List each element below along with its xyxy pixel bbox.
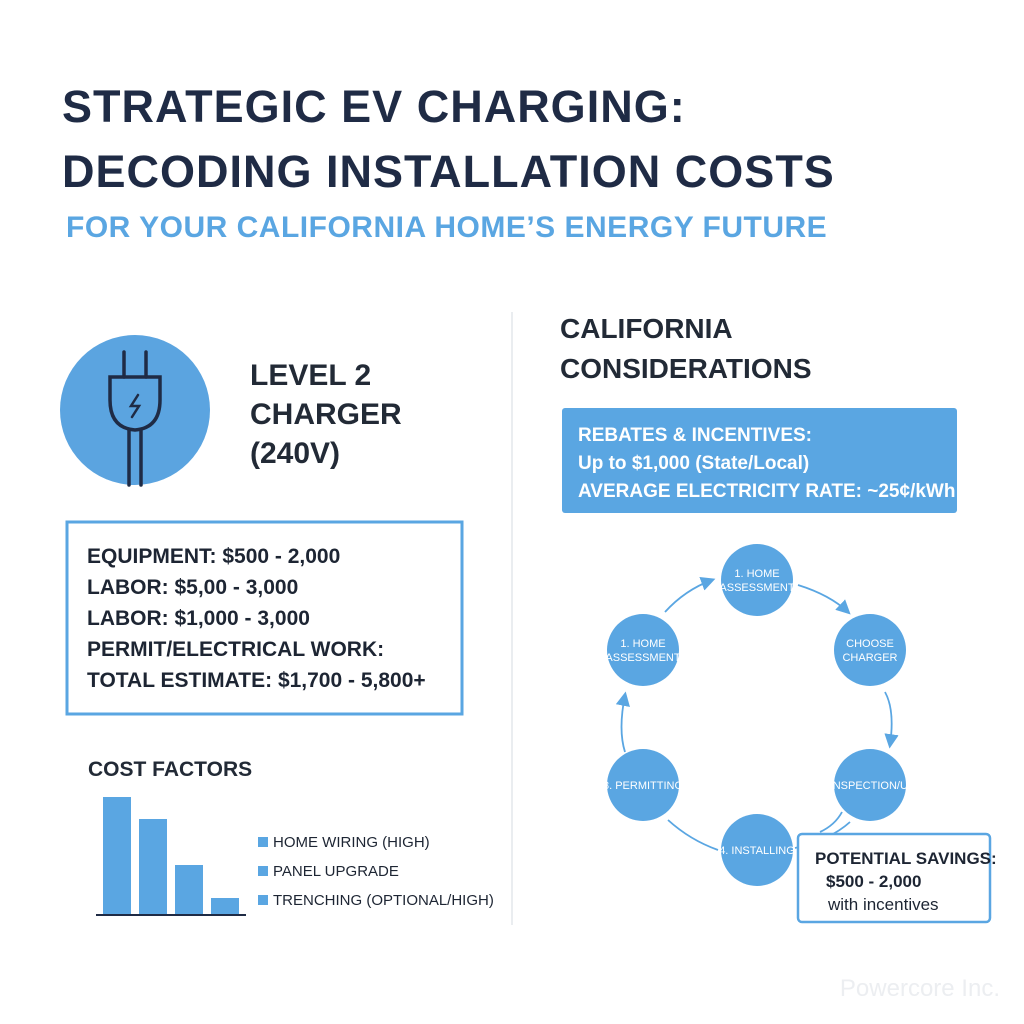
cycle-node bbox=[721, 814, 793, 886]
rebate-line: AVERAGE ELECTRICITY RATE: ~25¢/kWh bbox=[578, 481, 955, 502]
cost-bars bbox=[96, 797, 246, 916]
cycle-label: CHARGER bbox=[842, 652, 897, 664]
savings-line: with incentives bbox=[827, 895, 939, 914]
legend-swatch bbox=[258, 895, 268, 905]
rebate-line: REBATES & INCENTIVES: bbox=[578, 425, 812, 446]
savings-line: $500 - 2,000 bbox=[826, 872, 921, 891]
legend-swatch bbox=[258, 866, 268, 876]
legend-label: HOME WIRING (HIGH) bbox=[273, 834, 430, 851]
legend-label: PANEL UPGRADE bbox=[273, 863, 399, 880]
savings-line: POTENTIAL SAVINGS: bbox=[815, 849, 997, 868]
cycle-node bbox=[607, 749, 679, 821]
cycle-label: ASSESSMENT bbox=[605, 652, 680, 664]
cycle-label: 1. HOME bbox=[620, 638, 665, 650]
rebate-line: Up to $1,000 (State/Local) bbox=[578, 453, 809, 474]
ca-heading: CONSIDERATIONS bbox=[560, 353, 812, 384]
ca-heading: CALIFORNIA bbox=[560, 313, 733, 344]
cycle-label: 5. INSPECTION/USE bbox=[817, 780, 922, 792]
charger-title: (240V) bbox=[250, 437, 340, 470]
cycle-label: CHOOSE bbox=[846, 638, 894, 650]
title-line: DECODING INSTALLATION COSTS bbox=[62, 146, 835, 197]
cost-box bbox=[65, 520, 464, 716]
charger-title: LEVEL 2 bbox=[250, 359, 371, 392]
savings-box bbox=[796, 832, 992, 924]
cycle-label: 4. INSTALLING bbox=[719, 845, 795, 857]
legend-swatch bbox=[258, 837, 268, 847]
cycle-node bbox=[834, 614, 906, 686]
cost-line: LABOR: $1,000 - 3,000 bbox=[87, 607, 310, 630]
cost-factors-heading: COST FACTORS bbox=[88, 758, 252, 781]
cost-line: EQUIPMENT: $500 - 2,000 bbox=[87, 545, 340, 568]
cycle-label: 1. HOME bbox=[734, 568, 779, 580]
legend-label: TRENCHING (OPTIONAL/HIGH) bbox=[273, 892, 494, 909]
watermark: Powercore Inc. bbox=[840, 975, 1000, 1002]
cycle-node bbox=[721, 544, 793, 616]
plug-icon bbox=[60, 335, 210, 487]
subtitle: FOR YOUR CALIFORNIA HOME’S ENERGY FUTURE bbox=[66, 211, 827, 244]
cost-line: PERMIT/ELECTRICAL WORK: bbox=[87, 638, 384, 661]
cycle-node bbox=[834, 749, 906, 821]
charger-title: CHARGER bbox=[250, 398, 402, 431]
title-line: STRATEGIC EV CHARGING: bbox=[62, 81, 686, 132]
cycle-label: ASSESSMENT bbox=[719, 582, 794, 594]
cost-line: LABOR: $5,00 - 3,000 bbox=[87, 576, 298, 599]
rebate-box bbox=[562, 408, 957, 513]
cost-line: TOTAL ESTIMATE: $1,700 - 5,800+ bbox=[87, 669, 426, 692]
cycle-label: 3. PERMITTING bbox=[603, 780, 683, 792]
cycle-node bbox=[607, 614, 679, 686]
